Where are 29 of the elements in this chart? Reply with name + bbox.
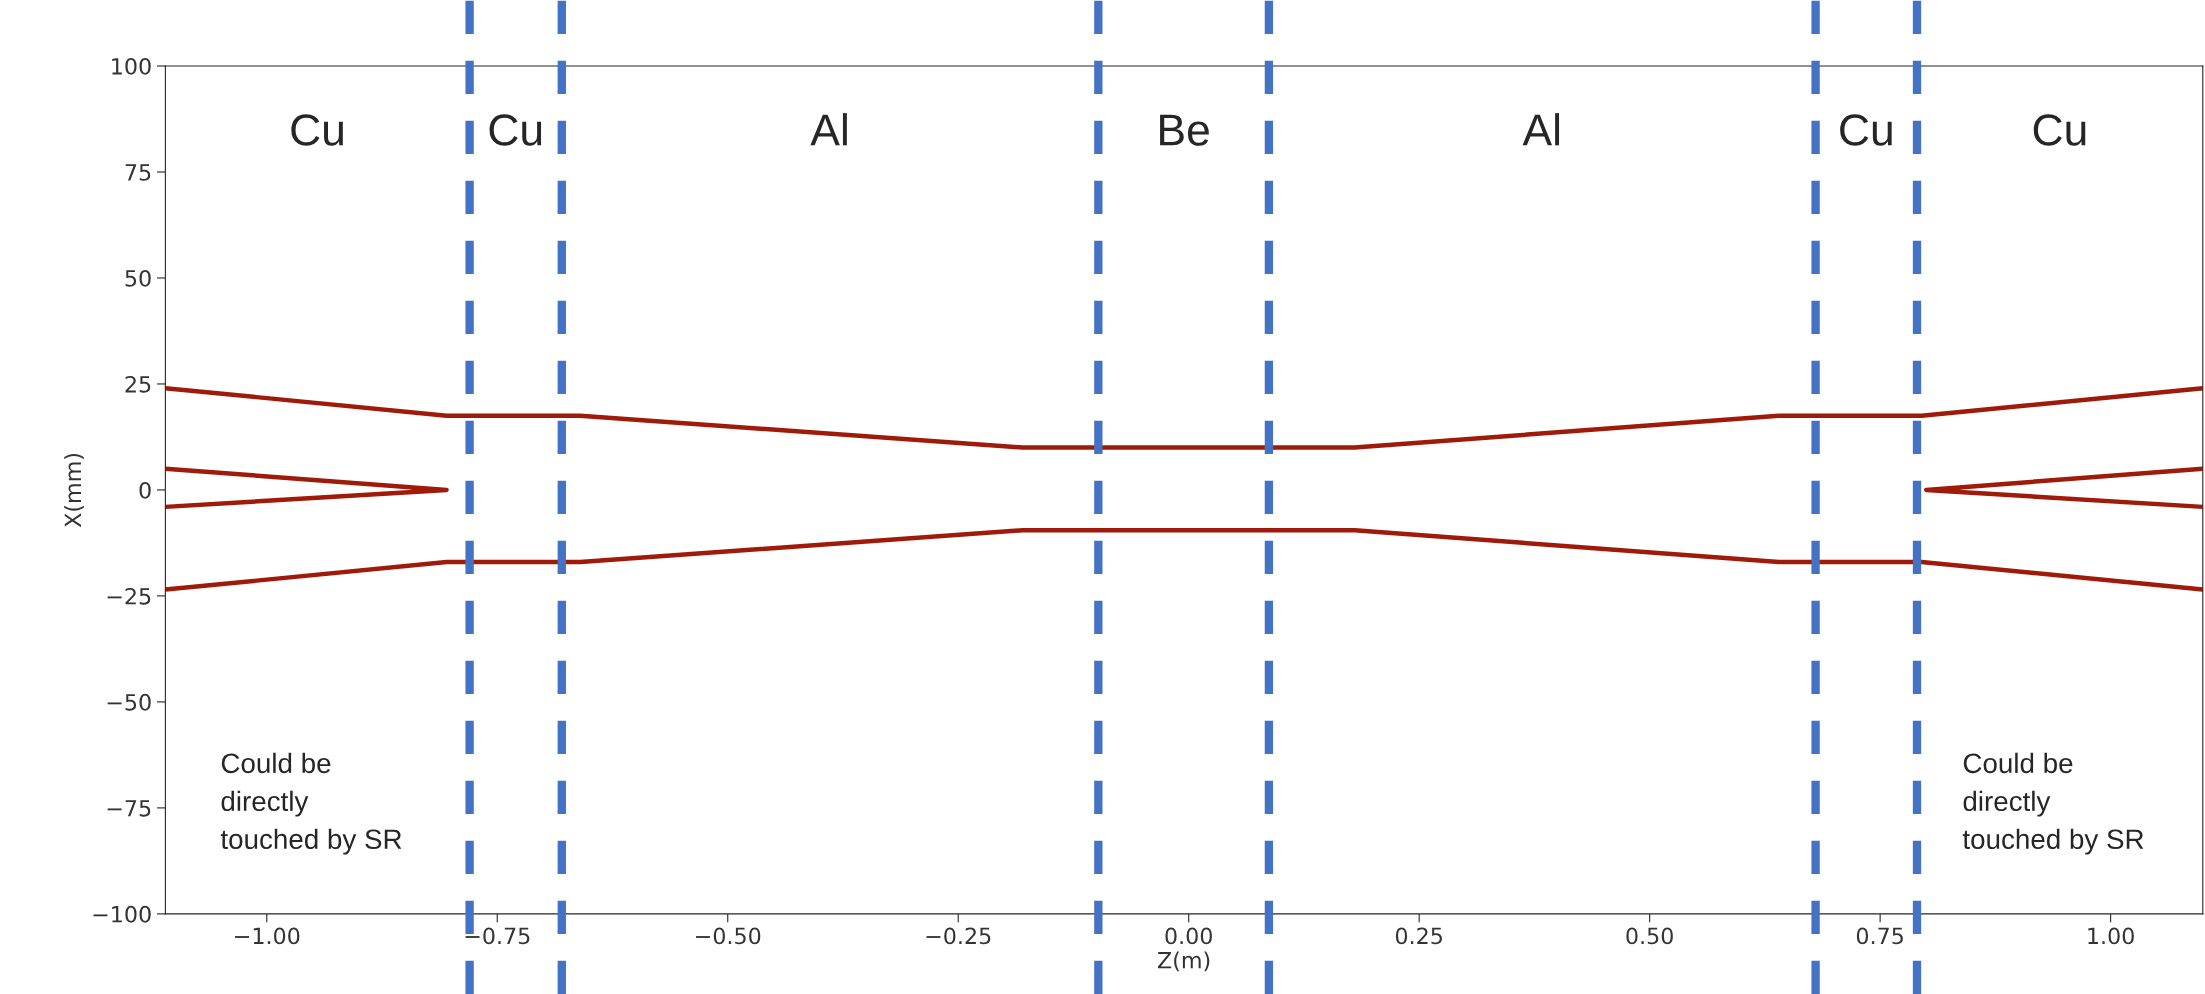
y-tick-label: −100	[93, 905, 151, 923]
x-tick-label: −0.50	[696, 927, 761, 945]
y-tick-label: 100	[112, 57, 151, 75]
y-axis-title: X(mm)	[64, 453, 84, 528]
annotation: Could be directly touched by SR	[1962, 752, 2144, 855]
y-tick-label: 50	[125, 269, 151, 287]
annotation: Al	[810, 113, 847, 146]
y-tick-label: 0	[139, 481, 151, 499]
y-tick-label: 75	[125, 164, 151, 181]
y-tick-label: 25	[125, 375, 151, 393]
y-tick-label: −25	[107, 587, 151, 605]
annotation: Cu	[1840, 114, 1892, 146]
y-tick-label: −50	[107, 693, 151, 711]
annotation: Cu	[291, 114, 343, 146]
annotation: Al	[1522, 113, 1560, 146]
x-tick-label: 0.50	[1626, 927, 1673, 945]
x-tick-label: 1.00	[2088, 927, 2134, 945]
x-tick-label: −0.25	[926, 927, 991, 945]
x-tick-label: 0.75	[1856, 927, 1903, 945]
y-tick-label: −75	[107, 800, 151, 817]
x-tick-label: −0.75	[465, 927, 530, 945]
x-axis-title: Z(m)	[1157, 951, 1210, 972]
x-tick-label: 0.25	[1395, 927, 1442, 945]
x-tick-label: 0.00	[1165, 927, 1212, 945]
annotation: Cu	[489, 114, 542, 146]
annotation: Be	[1160, 114, 1209, 146]
x-tick-label: −1.00	[235, 927, 300, 945]
annotation: Cu	[2033, 114, 2086, 146]
annotation: Could be directly touched by SR	[220, 752, 402, 855]
